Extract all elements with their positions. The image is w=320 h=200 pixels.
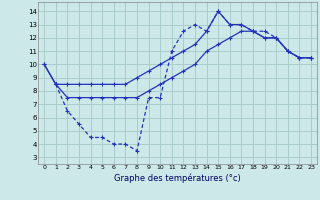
- X-axis label: Graphe des températures (°c): Graphe des températures (°c): [114, 173, 241, 183]
